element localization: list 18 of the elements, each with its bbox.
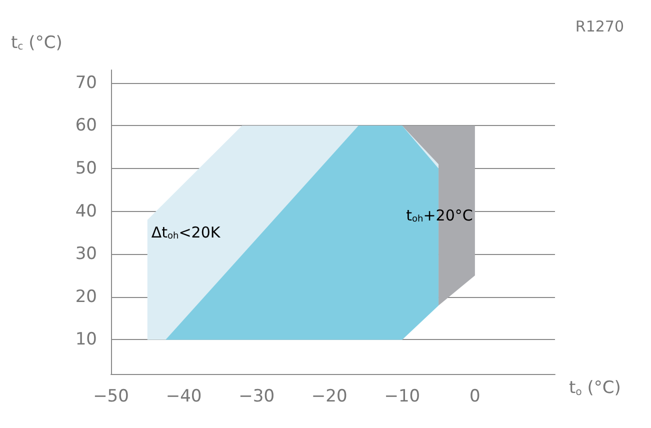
x-tick-label: −50 xyxy=(93,386,129,406)
x-tick-label: −30 xyxy=(238,386,275,406)
y-tick-label: 20 xyxy=(75,286,97,307)
x-tick-label: −10 xyxy=(384,386,420,406)
y-tick-label: 40 xyxy=(75,201,97,222)
y-tick-label: 70 xyxy=(75,72,97,93)
y-tick-label: 60 xyxy=(75,116,97,136)
y-tick-label: 10 xyxy=(75,330,97,350)
x-tick-label: −40 xyxy=(166,386,202,406)
y-tick-label: 50 xyxy=(75,158,97,178)
series-label: toh+20°C xyxy=(406,206,473,225)
series-label: Δtoh<20K xyxy=(151,224,222,242)
y-tick-label: 30 xyxy=(75,244,97,264)
y-axis-title: tc (°C) xyxy=(11,32,62,53)
text: R1270 xyxy=(575,18,624,36)
x-axis-title: to (°C) xyxy=(569,378,621,398)
x-tick-label: 0 xyxy=(470,386,480,406)
x-tick-label: −20 xyxy=(311,386,348,406)
